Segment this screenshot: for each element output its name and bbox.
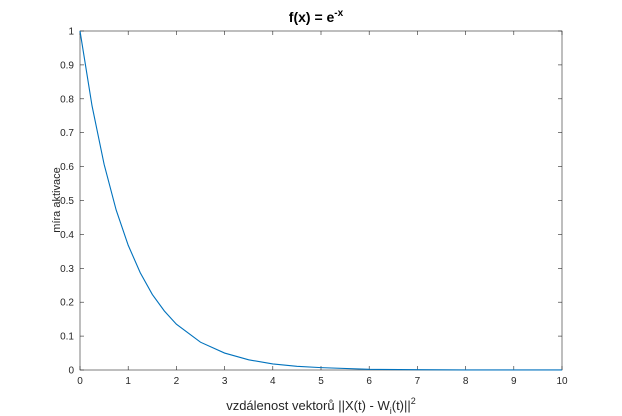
- x-tick-label: 8: [463, 376, 469, 387]
- y-tick-label: 0.6: [60, 162, 74, 173]
- x-tick-label: 10: [556, 376, 568, 387]
- y-tick-label: 0.2: [60, 298, 74, 309]
- series-line-exp-decay: [79, 30, 563, 371]
- y-tick-label: 0.4: [60, 230, 74, 241]
- x-tick-label: 7: [415, 376, 421, 387]
- y-tick-label: 0.1: [60, 332, 74, 343]
- x-tick-label: 6: [366, 376, 372, 387]
- y-tick-label: 0.3: [60, 264, 74, 275]
- x-tick-label: 5: [318, 376, 324, 387]
- x-axis-ticks: 0 1 2 3 4 5 6 7 8 9 10: [77, 31, 568, 387]
- x-tick-label: 0: [77, 376, 83, 387]
- y-axis-label: míra aktivace: [51, 167, 63, 232]
- chart-title: f(x) = e-x: [289, 8, 344, 25]
- x-tick-label: 1: [125, 376, 131, 387]
- y-tick-label: 0.8: [60, 94, 74, 105]
- y-tick-label: 0.7: [60, 128, 74, 139]
- y-tick-label: 0: [68, 366, 74, 377]
- x-tick-label: 4: [270, 376, 276, 387]
- y-tick-label: 0.5: [60, 196, 74, 207]
- x-tick-label: 2: [174, 376, 180, 387]
- y-tick-label: 1: [68, 27, 74, 38]
- x-axis-label: vzdálenost vektorů ||X(t) - Wi(t)||2: [226, 396, 416, 416]
- x-tick-label: 9: [511, 376, 517, 387]
- y-tick-label: 0.9: [60, 60, 74, 71]
- y-axis-ticks: 0 0.1 0.2 0.3 0.4 0.5 0.6 0.7 0.8 0.9 1: [60, 27, 562, 377]
- plot-area: 0 1 2 3 4 5 6 7 8 9 10 0 0.1 0.2 0.3 0.4 0.5 0.6 0.7 0.8 0.…: [60, 27, 568, 388]
- x-tick-label: 3: [222, 376, 228, 387]
